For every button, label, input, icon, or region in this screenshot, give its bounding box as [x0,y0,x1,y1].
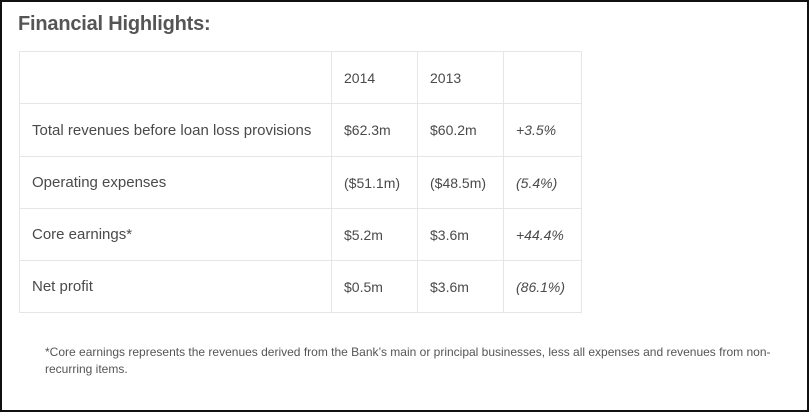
change-value: +3.5% [503,103,582,157]
value-2013: ($48.5m) [417,156,504,209]
header-cell-change [503,51,582,104]
change-value: (86.1%) [503,260,582,313]
table-row: Operating expenses ($51.1m) ($48.5m) (5.… [19,156,582,209]
header-cell-2013: 2013 [417,51,504,104]
table-row: Core earnings* $5.2m $3.6m +44.4% [19,208,582,261]
row-label: Core earnings* [19,208,332,261]
value-2014: $62.3m [331,103,418,157]
value-2013: $3.6m [417,260,504,313]
footnote: *Core earnings represents the revenues d… [45,345,771,376]
value-2013: $60.2m [417,103,504,157]
change-value: (5.4%) [503,156,582,209]
row-label: Total revenues before loan loss provisio… [19,103,332,157]
table-row: Net profit $0.5m $3.6m (86.1%) [19,260,582,313]
table-row: Total revenues before loan loss provisio… [19,103,582,157]
value-2014: $0.5m [331,260,418,313]
value-2014: $5.2m [331,208,418,261]
header-row: 2014 2013 [19,51,582,104]
header-cell-2014: 2014 [331,51,418,104]
header-cell-label [19,51,332,104]
row-label: Operating expenses [19,156,332,209]
change-value: +44.4% [503,208,582,261]
value-2014: ($51.1m) [331,156,418,209]
section-title: Financial Highlights: [18,13,211,35]
financial-highlights-table: 2014 2013 Total revenues before loan los… [19,51,582,313]
row-label: Net profit [19,260,332,313]
value-2013: $3.6m [417,208,504,261]
